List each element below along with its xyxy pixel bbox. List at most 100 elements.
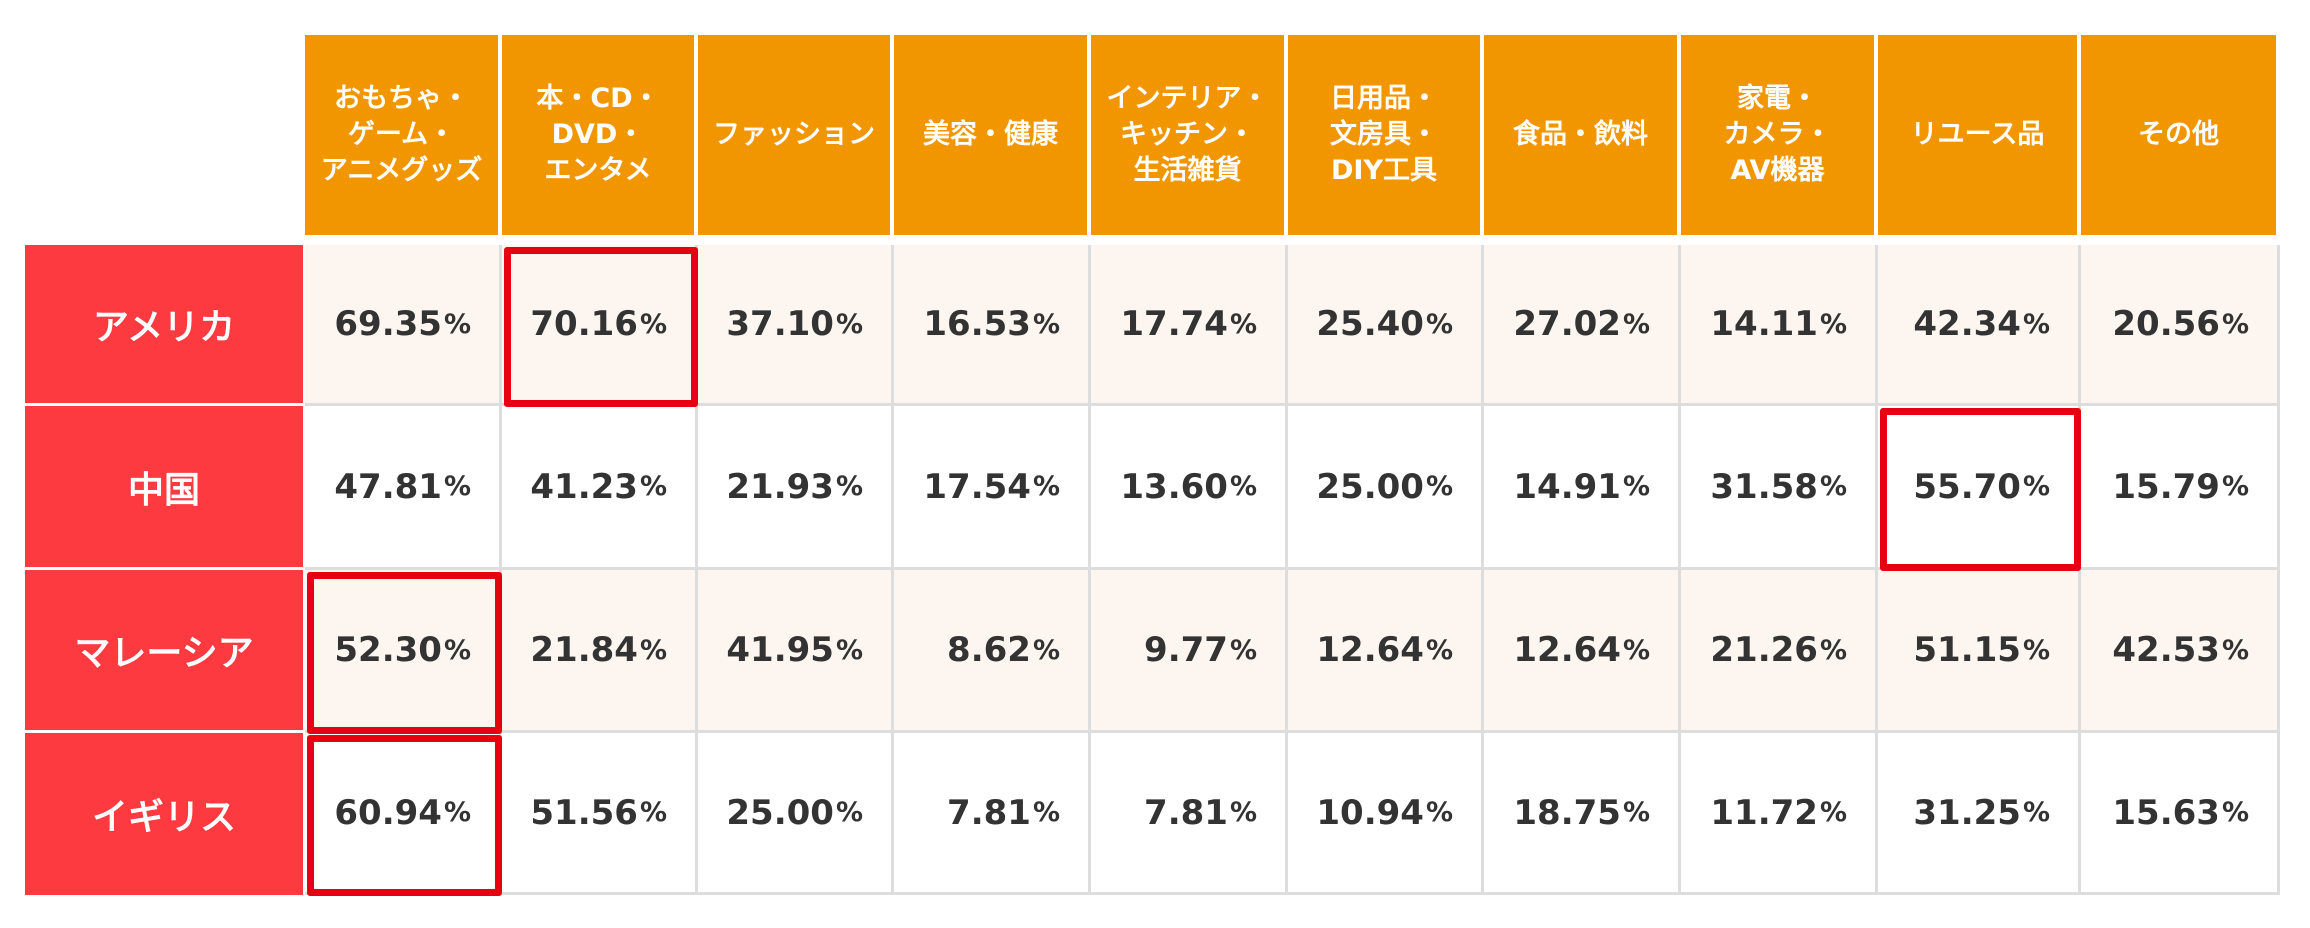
cell-value: 25.40: [1316, 304, 1424, 344]
cell-unit: %: [1229, 797, 1257, 828]
cell-value: 25.00: [1316, 466, 1424, 507]
data-cell: 25.00%: [1288, 406, 1484, 570]
cell-value: 70.16: [530, 304, 638, 344]
cell-unit: %: [1819, 797, 1847, 828]
cell-value: 42.34: [1913, 304, 2021, 344]
cell-value: 27.02: [1513, 304, 1621, 344]
cell-unit: %: [835, 308, 863, 340]
cell-unit: %: [1819, 471, 1847, 502]
cell-value: 31.25: [1913, 792, 2021, 833]
data-cell: 37.10%: [698, 245, 894, 406]
cell-unit: %: [1229, 308, 1257, 340]
column-header: インテリア・ キッチン・ 生活雑貨: [1091, 35, 1284, 235]
cell-value: 8.62: [947, 630, 1031, 670]
data-cell: 25.00%: [698, 733, 894, 895]
data-cell: 12.64%: [1288, 570, 1484, 733]
data-cell: 14.11%: [1681, 245, 1878, 406]
data-cell: 8.62%: [894, 570, 1091, 733]
cell-value: 51.15: [1913, 630, 2021, 670]
cell-unit: %: [1819, 634, 1847, 666]
cell-value: 51.56: [530, 792, 638, 833]
cell-value: 37.10: [726, 304, 834, 344]
cell-unit: %: [1622, 471, 1650, 502]
data-cell: 12.64%: [1484, 570, 1681, 733]
cell-value: 13.60: [1120, 466, 1228, 507]
cell-unit: %: [2221, 471, 2249, 502]
data-cell: 21.84%: [502, 570, 698, 733]
cell-unit: %: [1622, 308, 1650, 340]
data-cell: 20.56%: [2081, 245, 2280, 406]
cell-unit: %: [835, 634, 863, 666]
cell-value: 12.64: [1316, 630, 1424, 670]
data-cell: 27.02%: [1484, 245, 1681, 406]
column-header: おもちゃ・ ゲーム・ アニメグッズ: [305, 35, 498, 235]
data-cell: 15.63%: [2081, 733, 2280, 895]
cell-unit: %: [2022, 471, 2050, 502]
data-cell: 21.93%: [698, 406, 894, 570]
cell-value: 52.30: [334, 630, 442, 670]
data-cell: 51.56%: [502, 733, 698, 895]
column-header: 家電・ カメラ・ AV機器: [1681, 35, 1874, 235]
cell-value: 21.93: [726, 466, 834, 507]
cell-unit: %: [639, 471, 667, 502]
row-header: 中国: [25, 406, 303, 567]
cell-value: 21.26: [1710, 630, 1818, 670]
data-cell: 9.77%: [1091, 570, 1288, 733]
data-cell: 18.75%: [1484, 733, 1681, 895]
data-cell: 17.54%: [894, 406, 1091, 570]
cell-unit: %: [1229, 634, 1257, 666]
cell-unit: %: [443, 797, 471, 828]
data-cell: 17.74%: [1091, 245, 1288, 406]
data-cell: 7.81%: [1091, 733, 1288, 895]
cell-unit: %: [1032, 634, 1060, 666]
cell-value: 41.95: [726, 630, 834, 670]
data-cell: 41.95%: [698, 570, 894, 733]
column-header: ファッション: [698, 35, 890, 235]
cell-unit: %: [2022, 308, 2050, 340]
cell-unit: %: [2022, 797, 2050, 828]
cell-value: 14.11: [1710, 304, 1818, 344]
cell-unit: %: [1819, 308, 1847, 340]
data-cell: 60.94%: [305, 733, 502, 895]
cell-unit: %: [1032, 308, 1060, 340]
data-cell: 31.58%: [1681, 406, 1878, 570]
data-cell: 7.81%: [894, 733, 1091, 895]
cell-value: 15.79: [2112, 466, 2220, 507]
cell-value: 14.91: [1513, 466, 1621, 507]
cell-unit: %: [1032, 471, 1060, 502]
cell-value: 42.53: [2112, 630, 2220, 670]
data-cell: 15.79%: [2081, 406, 2280, 570]
cell-unit: %: [443, 471, 471, 502]
cell-value: 21.84: [530, 630, 638, 670]
cell-value: 11.72: [1710, 792, 1818, 833]
cell-value: 41.23: [530, 466, 638, 507]
column-header: その他: [2081, 35, 2276, 235]
cell-value: 7.81: [947, 792, 1031, 833]
cell-value: 7.81: [1144, 792, 1228, 833]
cell-unit: %: [1032, 797, 1060, 828]
data-cell: 70.16%: [502, 245, 698, 406]
cell-value: 20.56: [2112, 304, 2220, 344]
cell-value: 12.64: [1513, 630, 1621, 670]
cell-unit: %: [639, 797, 667, 828]
cell-unit: %: [2221, 634, 2249, 666]
cell-unit: %: [443, 634, 471, 666]
data-cell: 10.94%: [1288, 733, 1484, 895]
cell-unit: %: [1425, 471, 1453, 502]
data-cell: 13.60%: [1091, 406, 1288, 570]
cell-unit: %: [639, 308, 667, 340]
cell-unit: %: [1425, 308, 1453, 340]
row-header: アメリカ: [25, 245, 303, 403]
cell-unit: %: [835, 471, 863, 502]
row-header: イギリス: [25, 733, 303, 895]
column-header: 日用品・ 文房具・ DIY工具: [1288, 35, 1480, 235]
cell-value: 16.53: [923, 304, 1031, 344]
data-cell: 14.91%: [1484, 406, 1681, 570]
cell-value: 47.81: [334, 466, 442, 507]
column-header: リユース品: [1878, 35, 2077, 235]
cell-value: 17.54: [923, 466, 1031, 507]
cell-unit: %: [1425, 634, 1453, 666]
data-cell: 25.40%: [1288, 245, 1484, 406]
cell-value: 31.58: [1710, 466, 1818, 507]
